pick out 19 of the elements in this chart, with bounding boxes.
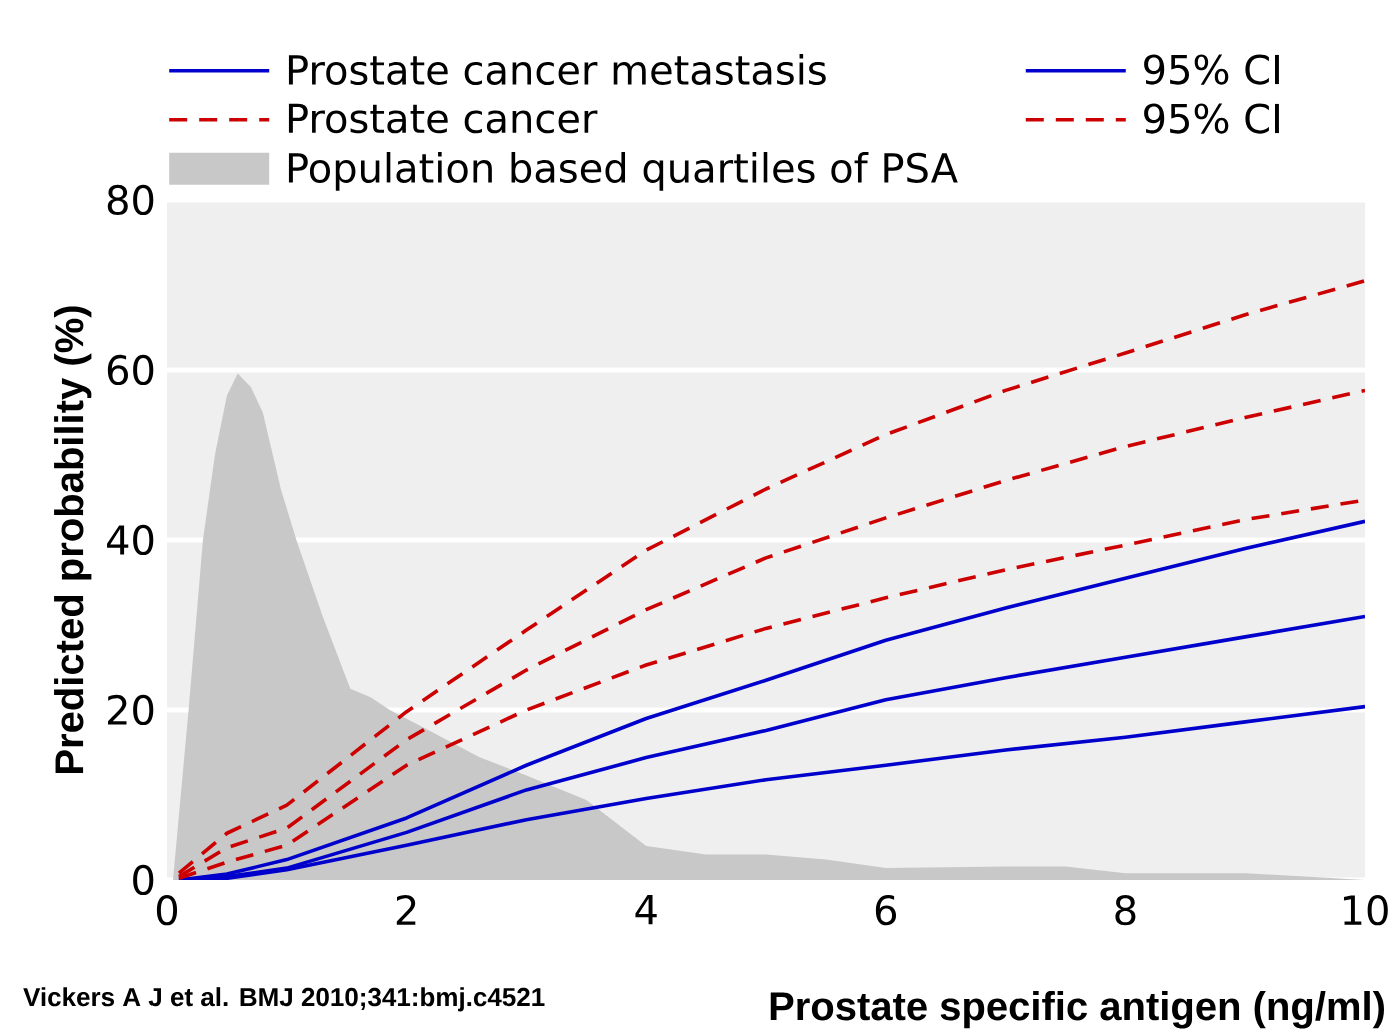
legend-label: 95% CI: [1144, 54, 1279, 85]
y-tick-label: 60: [107, 354, 154, 386]
x-tick-label: 8: [1115, 895, 1136, 926]
legend-label: 95% CI: [1144, 103, 1279, 134]
y-tick-label: 80: [107, 184, 154, 216]
x-tick-label: 6: [875, 895, 897, 926]
legend-label: Prostate cancer metastasis: [288, 54, 826, 85]
legend-label: Prostate cancer: [288, 103, 598, 134]
x-axis-title: Prostate specific antigen (ng/ml): [770, 991, 1384, 1029]
y-axis-title: Predicted probability (%): [54, 306, 92, 773]
legend-label: Population based quartiles of PSA: [288, 152, 958, 191]
y-tick-label: 0: [133, 864, 154, 896]
x-tick-label: 2: [396, 895, 416, 925]
y-tick-label: 40: [107, 524, 154, 556]
x-tick-label: 4: [635, 895, 657, 925]
x-tick-label: 0: [156, 895, 178, 926]
x-tick-label: 10: [1343, 895, 1388, 926]
text: Vickers A J et al. BMJ 2010;341:bmj.c4521: [23, 987, 545, 1012]
y-tick-label: 20: [108, 694, 154, 726]
